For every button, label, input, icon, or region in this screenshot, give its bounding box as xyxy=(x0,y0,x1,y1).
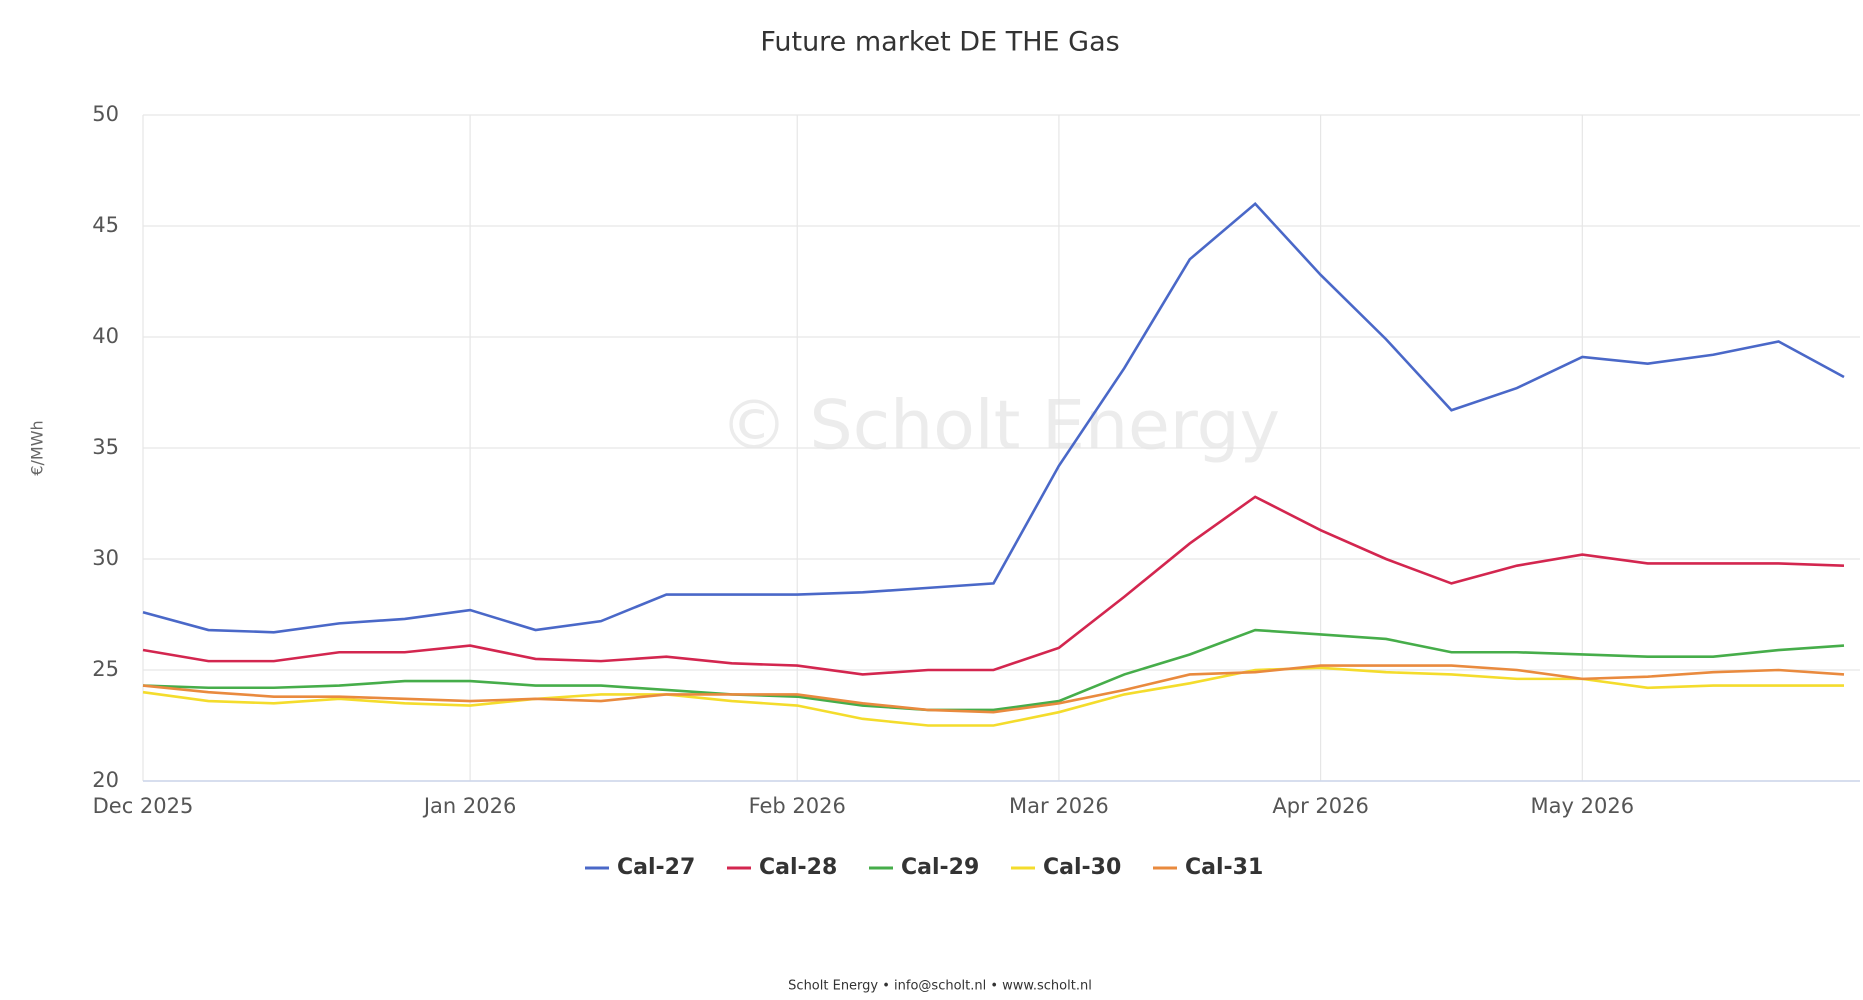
y-tick-label: 45 xyxy=(92,213,119,237)
legend-label: Cal-27 xyxy=(617,855,695,880)
legend-label: Cal-29 xyxy=(901,855,979,880)
x-tick-label: Feb 2026 xyxy=(749,794,846,818)
x-tick-label: May 2026 xyxy=(1531,794,1635,818)
y-tick-label: 25 xyxy=(92,657,119,681)
series-line xyxy=(142,666,1844,727)
y-tick-label: 30 xyxy=(92,546,119,570)
watermark: © Scholt Energy xyxy=(720,387,1280,466)
series-line xyxy=(142,628,1845,712)
x-tick-label: Apr 2026 xyxy=(1272,794,1368,818)
legend-label: Cal-30 xyxy=(1043,855,1121,880)
legend-label: Cal-31 xyxy=(1185,855,1263,880)
footer: Scholt Energy • info@scholt.nl • www.sch… xyxy=(788,979,1092,994)
y-tick-label: 50 xyxy=(92,102,119,126)
series-line xyxy=(142,664,1845,714)
series-line xyxy=(142,495,1845,676)
chart-title: Future market DE THE Gas xyxy=(760,27,1119,58)
x-tick-label: Mar 2026 xyxy=(1009,794,1109,818)
x-tick-label: Dec 2025 xyxy=(93,794,194,818)
series-line xyxy=(142,202,1845,634)
legend-label: Cal-28 xyxy=(759,855,837,880)
y-tick-label: 35 xyxy=(92,435,119,459)
y-axis-label: €/MWh xyxy=(28,420,47,475)
y-tick-label: 40 xyxy=(92,324,119,348)
y-tick-label: 20 xyxy=(92,768,119,792)
x-tick-label: Jan 2026 xyxy=(422,794,517,818)
